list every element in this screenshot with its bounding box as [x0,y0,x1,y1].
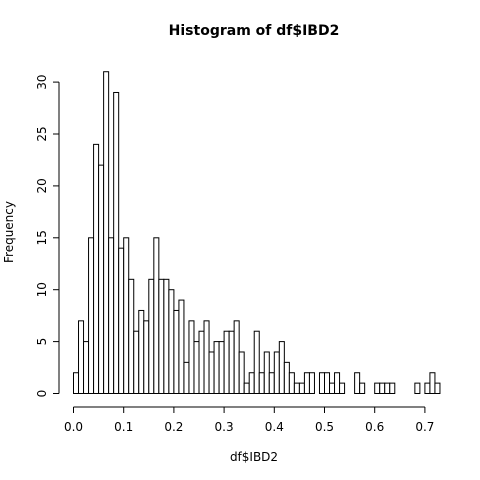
histogram-bar [318,372,326,394]
histogram-bar [228,330,235,394]
histogram-bar [273,351,280,395]
histogram-bar [329,382,336,394]
histogram-bar [183,361,190,394]
histogram-bar [233,320,240,394]
y-tick-label: 20 [35,178,49,193]
histogram-bar [83,341,90,395]
histogram-bar [188,320,195,394]
histogram-bar [123,237,130,394]
histogram-bar [324,372,331,394]
histogram-bar [163,278,170,395]
y-tick-label: 0 [35,390,49,398]
y-tick-label: 15 [35,230,49,245]
histogram-bar [113,91,120,394]
histogram-bar [238,351,245,395]
histogram-bar [103,71,110,394]
x-tick-label: 0.3 [215,420,234,434]
histogram-bar [133,330,140,394]
y-axis: 0 5 10 15 20 25 30 [35,74,60,398]
histogram-bar [138,309,145,394]
histogram-bar [268,372,275,394]
histogram-bar [414,382,421,394]
x-tick-label: 0.2 [164,420,183,434]
x-tick-label: 0.4 [265,420,284,434]
x-tick-label: 0.5 [315,420,334,434]
histogram-bar [263,351,270,395]
histogram-bar [128,278,135,395]
x-tick-label: 0.1 [114,420,133,434]
histogram-bar [379,382,386,394]
histogram-bar [374,382,381,394]
histogram-bar [193,341,200,395]
histogram-bar [334,372,341,394]
histogram-bar [283,361,290,394]
histogram-bar [148,278,155,395]
histogram-bar [213,341,220,395]
histogram-bar [429,372,436,394]
bars-group [73,71,441,395]
histogram-bar [288,372,295,394]
histogram-bar [173,309,180,394]
histogram-bar [203,320,210,394]
histogram-bar [278,341,285,395]
histogram-bar [248,372,255,394]
histogram-bar [88,237,95,394]
y-axis-label: Frequency [2,201,16,263]
histogram-bar [78,320,85,394]
y-tick-label: 25 [35,126,49,141]
x-axis-label: df$IBD2 [230,450,278,464]
histogram-bar [308,372,315,394]
histogram-bar [218,341,225,395]
histogram-bar [73,372,80,394]
histogram-bar [178,299,185,394]
histogram-bar [303,372,310,394]
histogram-bar [384,382,391,394]
y-tick-label: 5 [35,338,49,346]
histogram-bar [258,372,265,394]
histogram-bar [298,382,305,394]
histogram-bar [253,330,260,394]
histogram-bar [93,143,100,394]
x-tick-label: 0.0 [64,420,83,434]
y-tick-label: 10 [35,282,49,297]
histogram-bar [354,372,361,394]
histogram-bar [339,382,346,394]
histogram-bar [153,237,160,394]
histogram-bar [118,247,125,394]
x-tick-label: 0.6 [365,420,384,434]
histogram-bar [98,164,105,394]
histogram-bar [359,382,366,394]
histogram-bar [208,351,215,395]
histogram-bar [168,289,175,395]
histogram-bar [143,320,150,394]
histogram-bar [389,382,396,394]
chart-title: Histogram of df$IBD2 [169,23,340,39]
histogram-bar [434,382,441,394]
histogram-bar [293,382,300,394]
y-tick-label: 30 [35,74,49,89]
x-tick-label: 0.7 [415,420,434,434]
histogram-bar [108,237,115,394]
histogram-bar [223,330,230,394]
histogram-bar [424,382,431,394]
histogram-bar [158,278,165,395]
histogram-bar [243,382,250,394]
x-axis: 0.0 0.1 0.2 0.3 0.4 0.5 0.6 0.7 [64,406,434,434]
histogram-bar [198,330,205,394]
